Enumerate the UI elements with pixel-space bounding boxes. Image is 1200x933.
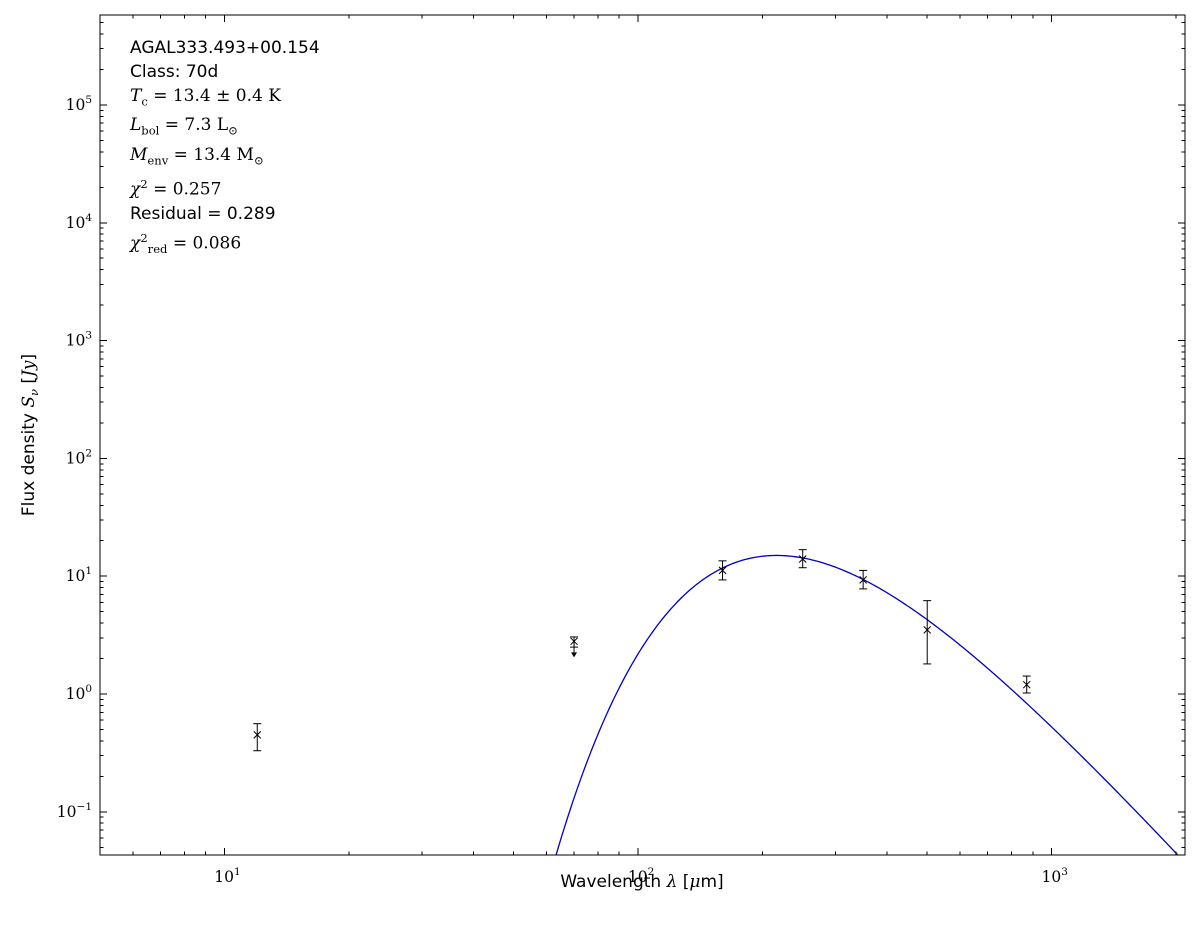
y-tick-label: 103 xyxy=(66,330,92,350)
annotation-line: Class: 70d xyxy=(130,60,320,84)
x-axis-label-segment: λ xyxy=(666,872,678,892)
x-axis-label-segment: Wavelength xyxy=(560,872,667,892)
annotation-segment: χ xyxy=(130,233,141,254)
y-tick-label: 102 xyxy=(66,447,92,467)
annotation-segment: Class: 70d xyxy=(130,62,219,82)
annotation-segment: T xyxy=(130,86,142,106)
annotation-segment: = 13.4 ± 0.4 K xyxy=(147,86,281,106)
x-axis-label-segment: μ xyxy=(689,872,701,892)
data-point xyxy=(1022,675,1031,694)
y-tick-label: 100 xyxy=(66,683,92,703)
data-point xyxy=(718,560,727,581)
annotation-segment: 2 xyxy=(140,177,148,192)
annotation-segment: env xyxy=(147,153,169,168)
annotation-segment: red xyxy=(147,241,168,256)
annotation-line: AGAL333.493+00.154 xyxy=(130,36,320,60)
annotation-segment: ⊙ xyxy=(228,123,238,138)
annotation-segment: = 13.4 M xyxy=(168,144,254,165)
annotation-segment: M xyxy=(130,144,148,165)
y-axis-label: Flux density Sν [Jy] xyxy=(19,354,41,516)
data-points xyxy=(253,549,1031,752)
annotation-segment: Residual = 0.289 xyxy=(130,203,276,224)
annotation-segment: L xyxy=(130,115,142,136)
x-marker xyxy=(718,566,727,575)
x-axis-label-segment: m xyxy=(700,872,718,892)
data-point xyxy=(798,549,807,569)
annotation-segment: = 0.086 xyxy=(167,233,242,254)
x-marker xyxy=(859,576,868,584)
model-curve-group xyxy=(555,554,1179,855)
x-marker xyxy=(1022,680,1031,689)
x-axis-label-segment: [ xyxy=(677,872,690,892)
annotation-segment: = 0.257 xyxy=(147,179,222,200)
y-tick-label: 105 xyxy=(66,94,92,114)
upper-limit-arrowhead xyxy=(571,652,578,658)
annotation-segment: c xyxy=(141,94,148,109)
y-axis-label-segment: Jy xyxy=(18,360,39,377)
y-tick-label: 104 xyxy=(66,212,93,232)
greybody-model-curve xyxy=(555,554,1179,855)
y-axis-label-segment: ] xyxy=(18,353,39,361)
annotation-line: χ2red = 0.086 xyxy=(130,226,320,261)
data-point xyxy=(253,723,262,752)
x-axis-label-segment: ] xyxy=(717,872,724,892)
fit-parameters-annotation: AGAL333.493+00.154 Class: 70d Tc = 13.4 ± … xyxy=(130,36,320,261)
x-tick-label: 101 xyxy=(214,866,240,886)
x-marker xyxy=(923,626,932,634)
x-marker xyxy=(798,555,807,563)
x-tick-label: 103 xyxy=(1042,866,1068,886)
annotation-segment: bol xyxy=(141,123,160,138)
annotation-line: Menv = 13.4 M⊙ xyxy=(130,143,320,172)
annotation-line: Residual = 0.289 xyxy=(130,202,320,226)
plot-frame xyxy=(99,14,1186,856)
data-point xyxy=(859,569,868,590)
y-axis-label-segment: ν xyxy=(27,388,42,396)
axis-ticks xyxy=(100,15,1185,855)
y-tick-label: 101 xyxy=(66,565,92,585)
annotation-segment: AGAL333.493+00.154 xyxy=(130,38,320,58)
x-axis-label: Wavelength λ [μm] xyxy=(560,872,723,892)
annotation-segment: 2 xyxy=(140,230,148,245)
y-tick-label: 10−1 xyxy=(57,801,92,821)
annotation-segment: ⊙ xyxy=(253,153,264,168)
annotation-line: χ2 = 0.257 xyxy=(130,172,320,202)
x-marker xyxy=(253,731,262,739)
data-point xyxy=(923,600,932,665)
annotation-line: Tc = 13.4 ± 0.4 K xyxy=(130,84,320,113)
annotation-line: Lbol = 7.3 L⊙ xyxy=(130,113,320,142)
annotation-segment: χ xyxy=(130,179,141,200)
data-point xyxy=(570,636,579,658)
annotation-segment: = 7.3 L xyxy=(159,115,229,136)
y-axis-label-segment: S xyxy=(18,396,39,408)
y-axis-label-segment: [ xyxy=(18,376,39,389)
y-axis-label-segment: Flux density xyxy=(18,407,39,517)
